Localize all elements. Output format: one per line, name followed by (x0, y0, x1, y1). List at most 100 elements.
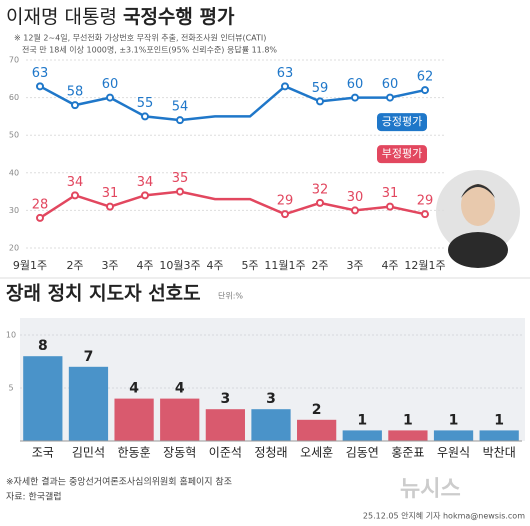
data-label: 60 (382, 77, 399, 92)
data-label: 30 (347, 190, 364, 205)
data-label: 3 (220, 391, 230, 407)
point (421, 86, 429, 95)
data-label: 32 (312, 182, 329, 197)
data-label: 3 (266, 391, 276, 407)
point (421, 210, 429, 219)
point (106, 202, 114, 211)
x-tick-label: 정청래 (254, 446, 287, 460)
series-line (39, 190, 426, 219)
chart-title: 장래 정치 지도자 선호도 (6, 283, 201, 305)
point (141, 112, 149, 121)
point (281, 82, 289, 91)
data-label: 29 (277, 194, 294, 209)
data-label: 31 (382, 186, 399, 201)
title-part: 이재명 대통령 (6, 6, 117, 28)
bar (297, 419, 337, 441)
y-tick-label: 40 (9, 168, 19, 177)
point (386, 202, 394, 211)
x-tick-label: 박찬대 (483, 445, 516, 460)
x-tick-label: 장동혁 (163, 446, 196, 460)
point (316, 198, 324, 207)
x-tick-label: 김민석 (72, 446, 105, 460)
x-tick-label: 10월3주 (159, 259, 200, 272)
bar (160, 398, 200, 441)
point (351, 93, 359, 102)
data-label: 63 (32, 66, 49, 81)
point (71, 101, 79, 110)
y-tick-label: 30 (9, 206, 19, 215)
x-tick-label: 조국 (32, 446, 54, 460)
bar (205, 409, 245, 441)
data-label: 1 (403, 412, 413, 428)
data-label: 55 (137, 96, 154, 111)
bar (114, 398, 154, 441)
data-label: 62 (417, 70, 434, 85)
footer-source: 자료: 한국갤럽 (6, 491, 62, 503)
data-label: 34 (67, 175, 84, 190)
x-tick-label: 김동연 (346, 446, 379, 460)
data-label: 1 (494, 412, 504, 428)
data-label: 54 (172, 100, 189, 115)
x-tick-label: 4주 (381, 259, 398, 272)
data-label: 34 (137, 175, 154, 190)
point (281, 210, 289, 219)
chart-title: 이재명 대통령 국정수행 평가 (6, 6, 235, 28)
subtitle: ※ 12월 2~4일, 무선전화 가상번호 무작위 추출, 전화조사원 인터뷰(… (14, 33, 266, 43)
x-tick-label: 11월1주 (264, 259, 305, 272)
x-tick-label: 3주 (101, 259, 118, 272)
x-tick-label: 이준석 (209, 446, 242, 460)
x-tick-label: 5주 (241, 259, 258, 272)
point (316, 97, 324, 106)
x-tick-label: 4주 (136, 259, 153, 272)
data-label: 4 (175, 381, 185, 397)
data-label: 1 (357, 412, 367, 428)
data-label: 4 (129, 381, 139, 397)
y-tick-label: 10 (6, 331, 16, 340)
data-label: 59 (312, 81, 329, 96)
x-tick-label: 우원식 (437, 446, 470, 460)
data-label: 8 (38, 338, 48, 354)
bar (388, 430, 428, 441)
x-tick-label: 2주 (311, 259, 328, 272)
bar (433, 430, 474, 441)
data-label: 1 (449, 412, 459, 428)
bar (23, 356, 63, 441)
point (386, 93, 394, 102)
unit: 단위:% (218, 291, 243, 301)
point (141, 191, 149, 200)
legend-box (377, 145, 427, 164)
data-label: 29 (417, 194, 434, 209)
data-label: 35 (172, 171, 189, 186)
y-tick-label: 60 (9, 93, 19, 102)
legend-label: 부정평가 (382, 147, 422, 160)
footer-note: ※자세한 결과는 중앙선거여론조사심의위원회 홈페이지 참조 (6, 476, 232, 488)
x-tick-label: 2주 (66, 259, 83, 272)
y-tick-label: 5 (8, 384, 13, 393)
credit: 25.12.05 안지혜 기자 hokma@newsis.com (363, 511, 525, 521)
point (351, 206, 359, 215)
x-tick-label: 오세훈 (300, 446, 333, 460)
title-bold: 국정수행 평가 (123, 6, 235, 28)
data-label: 63 (277, 66, 294, 81)
x-tick-label: 홍준표 (391, 446, 424, 460)
data-label: 60 (347, 77, 364, 92)
photo (436, 170, 520, 268)
legend-label: 긍정평가 (382, 115, 422, 128)
data-label: 7 (84, 349, 94, 365)
legend-box (377, 113, 427, 132)
x-tick-label: 4주 (206, 259, 223, 272)
y-tick-label: 70 (9, 56, 19, 65)
bar (479, 430, 519, 441)
data-label: 58 (67, 85, 84, 100)
point (36, 82, 44, 91)
subtitle: 전국 만 18세 이상 1000명, ±3.1%포인트(95% 신뢰수준) 응답… (22, 45, 277, 55)
data-label: 2 (312, 402, 322, 418)
point (176, 116, 184, 125)
point (36, 213, 44, 222)
data-label: 60 (102, 77, 119, 92)
bar (251, 409, 291, 441)
point (176, 187, 184, 196)
point (106, 93, 114, 102)
y-tick-label: 20 (9, 244, 19, 253)
point (71, 191, 79, 200)
